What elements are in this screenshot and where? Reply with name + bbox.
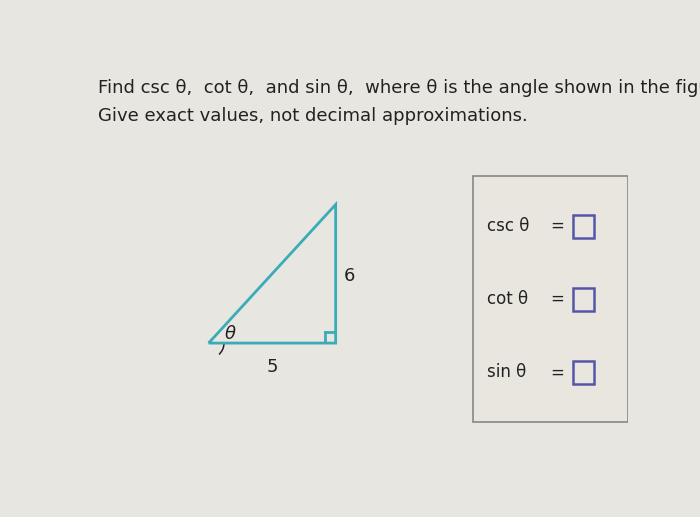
Text: θ: θ: [225, 325, 236, 343]
Bar: [573, 361, 594, 384]
Text: csc θ: csc θ: [486, 217, 529, 235]
Text: =: =: [550, 363, 564, 382]
Text: 6: 6: [344, 267, 355, 285]
Text: Give exact values, not decimal approximations.: Give exact values, not decimal approxima…: [99, 107, 528, 125]
Text: =: =: [550, 290, 564, 308]
Bar: [473, 176, 629, 422]
Text: Find csc θ,  cot θ,  and sin θ,  where θ is the angle shown in the figure.: Find csc θ, cot θ, and sin θ, where θ is…: [99, 79, 700, 97]
Text: cot θ: cot θ: [486, 290, 528, 308]
Text: =: =: [550, 217, 564, 235]
Text: sin θ: sin θ: [486, 363, 526, 382]
Bar: [573, 287, 594, 311]
Bar: [573, 215, 594, 238]
Text: 5: 5: [267, 358, 279, 376]
